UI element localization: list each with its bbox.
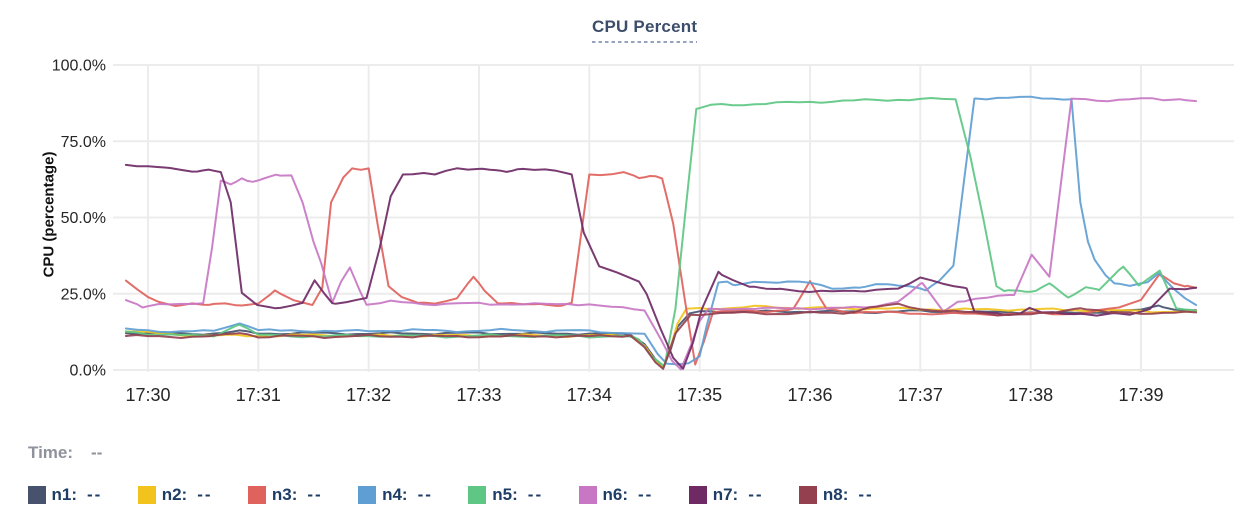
svg-text:17:35: 17:35 <box>677 385 722 405</box>
svg-text:CPU (percentage): CPU (percentage) <box>41 152 58 278</box>
svg-text:17:34: 17:34 <box>567 385 612 405</box>
svg-text:17:32: 17:32 <box>346 385 391 405</box>
svg-text:25.0%: 25.0% <box>61 286 106 303</box>
svg-text:17:38: 17:38 <box>1008 385 1053 405</box>
svg-text:17:33: 17:33 <box>456 385 501 405</box>
svg-text:50.0%: 50.0% <box>61 210 106 227</box>
svg-text:0.0%: 0.0% <box>70 363 106 380</box>
svg-text:17:37: 17:37 <box>898 385 943 405</box>
svg-text:100.0%: 100.0% <box>52 58 106 75</box>
svg-text:17:36: 17:36 <box>787 385 832 405</box>
svg-text:17:31: 17:31 <box>236 385 281 405</box>
svg-text:75.0%: 75.0% <box>61 134 106 151</box>
svg-text:17:30: 17:30 <box>125 385 170 405</box>
svg-text:17:39: 17:39 <box>1118 385 1163 405</box>
